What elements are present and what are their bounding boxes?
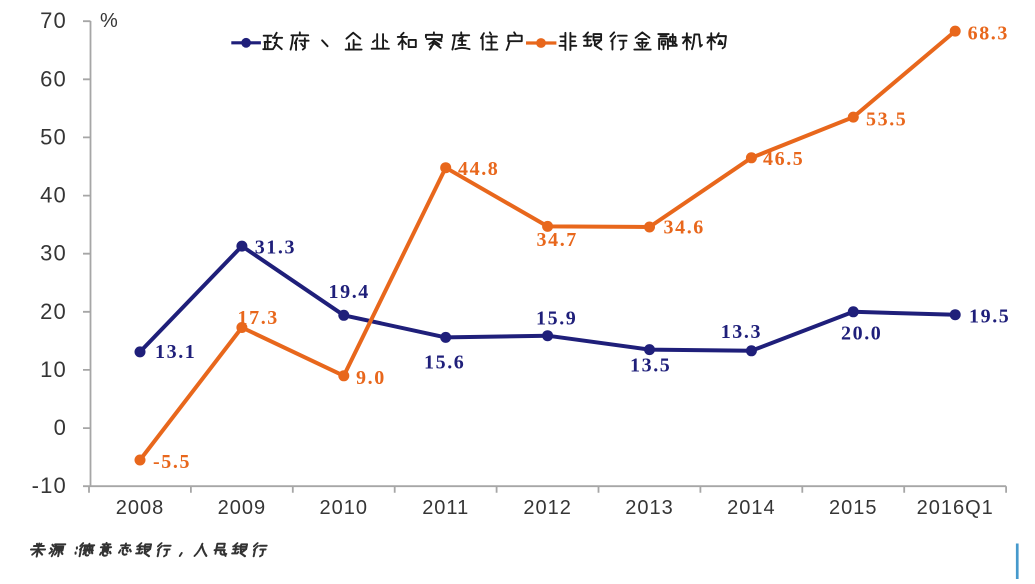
svg-text:2013: 2013 [625, 497, 674, 519]
svg-text:34.7: 34.7 [537, 229, 578, 251]
svg-text:13.1: 13.1 [155, 341, 196, 363]
svg-text:2015: 2015 [829, 497, 878, 519]
svg-text:50: 50 [40, 124, 67, 149]
svg-text:44.8: 44.8 [458, 158, 499, 180]
svg-text:70: 70 [40, 8, 67, 33]
svg-text:30: 30 [40, 241, 67, 266]
svg-text:13.5: 13.5 [630, 355, 671, 377]
svg-text:68.3: 68.3 [968, 23, 1009, 45]
svg-text:10: 10 [40, 357, 67, 382]
svg-text:2011: 2011 [422, 497, 469, 519]
svg-text:31.3: 31.3 [255, 237, 296, 259]
svg-text:9.0: 9.0 [356, 367, 386, 389]
svg-text:15.9: 15.9 [536, 308, 577, 330]
svg-text:2014: 2014 [727, 497, 776, 519]
svg-text:2016Q1: 2016Q1 [917, 497, 994, 519]
svg-text:-10: -10 [32, 473, 67, 498]
svg-text:2012: 2012 [523, 497, 572, 519]
svg-text:2010: 2010 [320, 497, 369, 519]
svg-text:34.6: 34.6 [664, 217, 705, 239]
svg-text:2009: 2009 [218, 497, 267, 519]
svg-text:20.0: 20.0 [841, 322, 882, 344]
svg-text:-5.5: -5.5 [153, 451, 191, 473]
svg-text:%: % [100, 10, 118, 32]
svg-text:2008: 2008 [116, 497, 165, 519]
svg-text:13.3: 13.3 [721, 321, 762, 343]
svg-text:15.6: 15.6 [424, 351, 465, 373]
svg-text:19.4: 19.4 [329, 281, 370, 303]
svg-text:53.5: 53.5 [866, 109, 907, 131]
svg-text:46.5: 46.5 [763, 148, 804, 170]
svg-text:40: 40 [40, 183, 67, 208]
svg-text:19.5: 19.5 [969, 305, 1010, 327]
svg-text:20: 20 [40, 299, 67, 324]
svg-text:0: 0 [54, 415, 67, 440]
svg-text:60: 60 [40, 66, 67, 91]
svg-text:17.3: 17.3 [238, 307, 279, 329]
